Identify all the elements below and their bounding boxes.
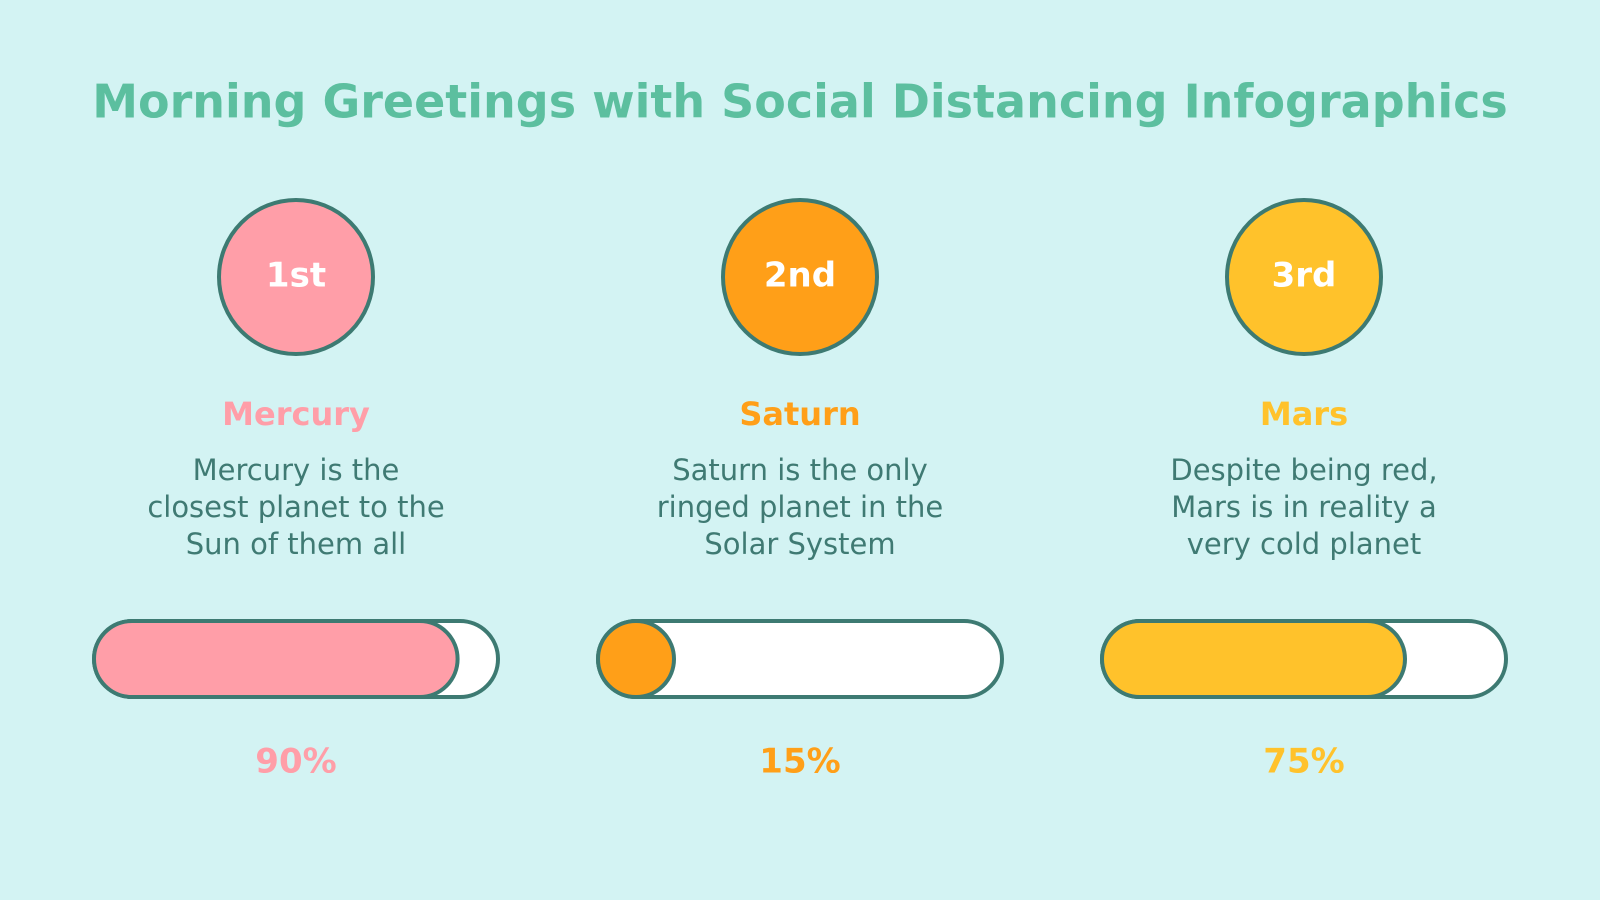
description-line: Solar System xyxy=(704,527,895,561)
percent-label: 15% xyxy=(759,742,840,782)
description-line: ringed planet in the xyxy=(657,490,944,524)
rank-label: 2nd xyxy=(764,256,836,296)
rank-badge xyxy=(721,198,879,356)
planet-name: Mars xyxy=(1260,395,1348,433)
description-line: Sun of them all xyxy=(186,527,407,561)
description-line: Mercury is the xyxy=(193,453,400,487)
progress-fill xyxy=(92,619,460,699)
title: Morning Greetings with Social Distancing… xyxy=(92,75,1508,129)
planet-name: Saturn xyxy=(739,395,860,433)
planet-name: Mercury xyxy=(222,395,370,433)
description-line: Saturn is the only xyxy=(672,453,927,487)
description-line: very cold planet xyxy=(1187,527,1422,561)
progress-fill xyxy=(596,619,676,699)
progress-fill xyxy=(1100,619,1407,699)
rank-label: 1st xyxy=(266,256,326,296)
percent-label: 90% xyxy=(255,742,336,782)
rank-badge xyxy=(217,198,375,356)
description-line: closest planet to the xyxy=(147,490,444,524)
description-line: Despite being red, xyxy=(1170,453,1437,487)
percent-label: 75% xyxy=(1263,742,1344,782)
rank-label: 3rd xyxy=(1272,256,1337,296)
rank-badge xyxy=(1225,198,1383,356)
description-line: Mars is in reality a xyxy=(1171,490,1437,524)
